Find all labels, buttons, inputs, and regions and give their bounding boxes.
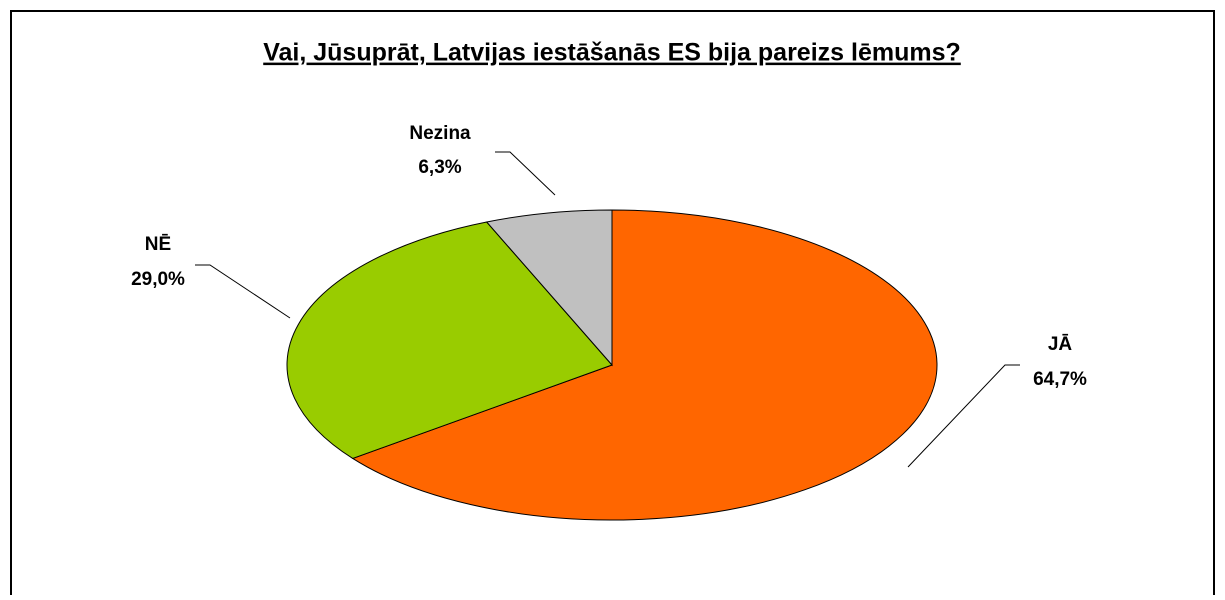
leader-line bbox=[907, 364, 1020, 468]
leader-line bbox=[495, 151, 556, 196]
slice-value-label: 29,0% bbox=[131, 269, 185, 290]
pie-slice bbox=[485, 209, 613, 367]
pie-slice bbox=[351, 209, 938, 521]
slice-label: NĒ bbox=[145, 234, 171, 255]
slice-value-label: 64,7% bbox=[1033, 369, 1087, 390]
chart-frame bbox=[10, 10, 1215, 595]
slice-label: Nezina bbox=[409, 123, 471, 144]
leader-line bbox=[195, 264, 291, 319]
chart-title: Vai, Jūsuprāt, Latvijas iestāšanās ES bi… bbox=[263, 39, 961, 67]
slice-value-label: 6,3% bbox=[418, 157, 461, 178]
slice-label: JĀ bbox=[1048, 334, 1073, 355]
pie-slice bbox=[286, 221, 613, 460]
